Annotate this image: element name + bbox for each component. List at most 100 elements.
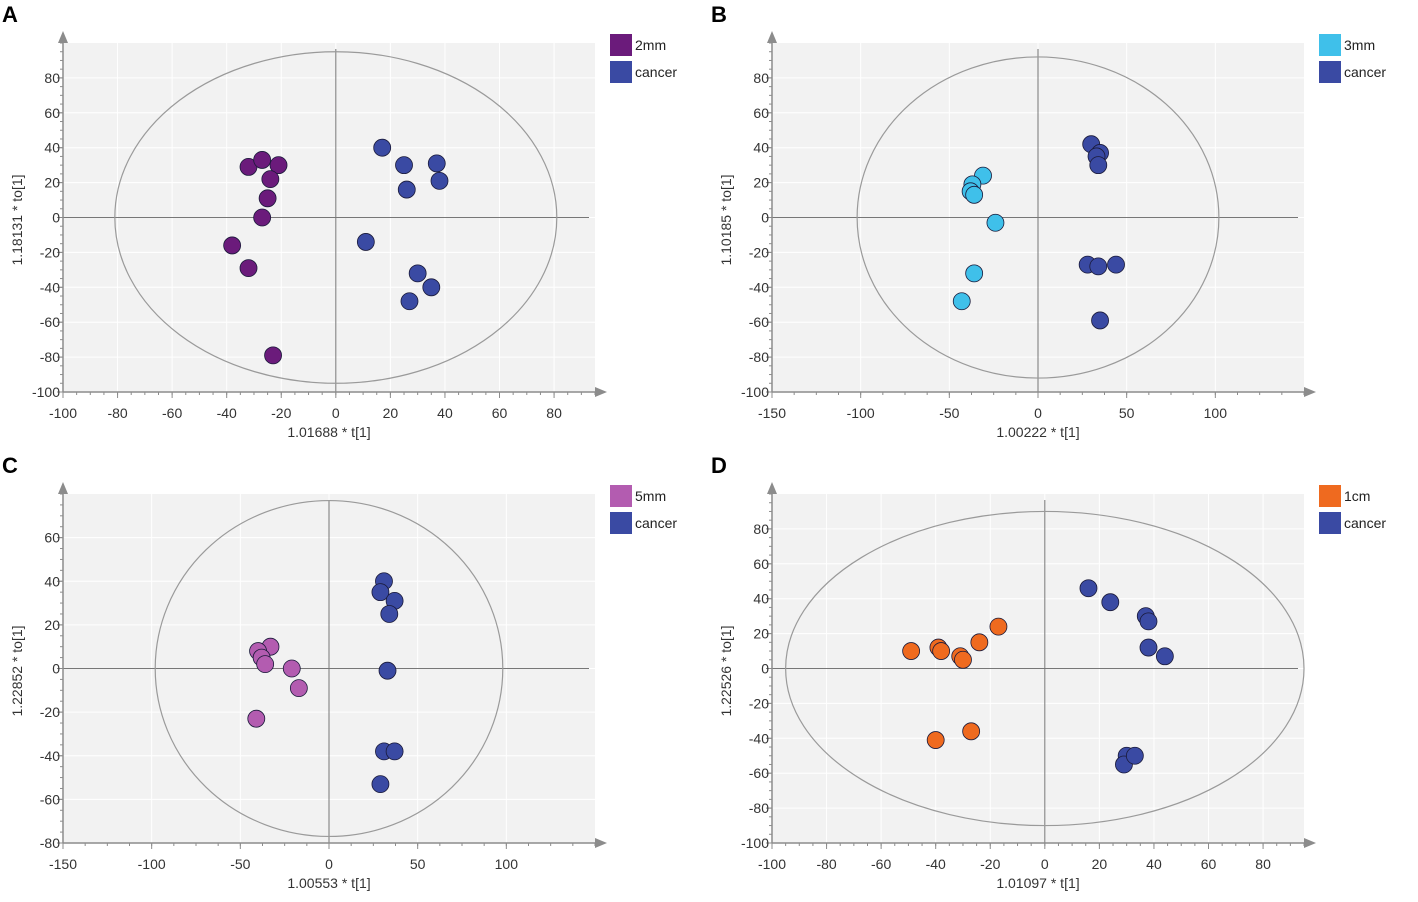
x-tick-label: 50 xyxy=(410,856,426,872)
data-point xyxy=(1091,311,1109,330)
data-point xyxy=(253,151,272,169)
data-point xyxy=(397,180,416,199)
x-tick-label: -40 xyxy=(217,405,237,421)
data-point xyxy=(289,679,308,698)
data-point xyxy=(1101,593,1120,612)
legend: 3mm cancer xyxy=(1319,34,1386,88)
legend-label: cancer xyxy=(635,515,678,531)
legend-item: cancer xyxy=(610,512,677,534)
data-point xyxy=(258,189,277,208)
data-point xyxy=(253,208,272,227)
panel-label: D xyxy=(711,453,727,478)
y-tick-label: 80 xyxy=(753,521,769,537)
y-tick-label: -60 xyxy=(40,791,60,807)
x-tick-label: -60 xyxy=(871,856,891,872)
data-point xyxy=(223,236,242,255)
y-tick-label: 40 xyxy=(44,573,60,589)
data-point xyxy=(239,259,258,278)
x-axis-arrow xyxy=(1304,387,1316,397)
panel-label: C xyxy=(2,453,18,478)
data-point xyxy=(1107,255,1125,274)
y-axis-arrow xyxy=(767,482,777,494)
x-tick-label: -20 xyxy=(980,856,1000,872)
y-axis-label: 1.18131 * to[1] xyxy=(9,174,25,266)
x-tick-label: 100 xyxy=(1204,405,1228,421)
y-tick-label: -40 xyxy=(40,748,60,764)
data-point xyxy=(400,292,419,311)
scatter-plot-a: -100 -80 -60 -40 -20 0 20 40 60 80 -100 -80 -60 -40 -2… xyxy=(32,31,607,421)
x-tick-label: -50 xyxy=(230,856,250,872)
legend-swatch xyxy=(1319,61,1341,83)
y-tick-label: -60 xyxy=(749,765,769,781)
x-tick-label: 60 xyxy=(492,405,508,421)
legend-label: 3mm xyxy=(1344,37,1376,53)
data-point xyxy=(395,156,413,175)
y-tick-label: 40 xyxy=(753,140,769,156)
chart-panel-a: -100 -80 -60 -40 -20 0 20 40 60 80 -100 -80 -60 -40 -2… xyxy=(0,0,709,451)
y-tick-label: 60 xyxy=(44,105,60,121)
y-tick-label: -80 xyxy=(749,349,769,365)
confidence-ellipse xyxy=(114,51,558,384)
scatter-plot-d: -100 -80 -60 -40 -20 0 20 40 60 80 -100 -80 -60 -40 -2… xyxy=(741,482,1316,872)
x-tick-label: -80 xyxy=(816,856,836,872)
data-point xyxy=(926,731,945,749)
x-tick-label: 100 xyxy=(495,856,519,872)
data-point xyxy=(1089,257,1108,276)
y-axis-label: 1.22526 * to[1] xyxy=(718,625,734,717)
y-tick-label: 20 xyxy=(44,175,60,191)
y-tick-label: -40 xyxy=(749,279,769,295)
x-tick-label: 0 xyxy=(325,856,333,872)
chart-panel-b: -150 -100 -50 0 50 100 -100 -80 -60 -40 -20 0 20 40 60… xyxy=(709,0,1418,451)
legend-label: cancer xyxy=(635,64,678,80)
x-tick-label: 60 xyxy=(1201,856,1217,872)
x-tick-label: 50 xyxy=(1119,405,1135,421)
legend-label: 1cm xyxy=(1344,488,1371,504)
x-tick-label: -40 xyxy=(926,856,946,872)
confidence-ellipse xyxy=(154,499,504,838)
legend-label: 2mm xyxy=(635,37,667,53)
y-axis-label: 1.10185 * to[1] xyxy=(718,174,734,266)
series-1cm xyxy=(902,617,1008,749)
y-tick-label: 80 xyxy=(44,70,60,86)
y-tick-label: 40 xyxy=(753,591,769,607)
data-point xyxy=(371,583,390,602)
x-tick-label: 20 xyxy=(383,405,399,421)
y-tick-label: -100 xyxy=(741,384,769,400)
legend-item: 1cm xyxy=(1319,485,1386,507)
y-tick-label: 0 xyxy=(761,661,769,677)
legend: 1cm cancer xyxy=(1319,485,1386,539)
legend-item: 5mm xyxy=(610,485,677,507)
data-point xyxy=(954,650,972,669)
data-point xyxy=(1089,156,1108,175)
data-point xyxy=(256,655,275,674)
scatter-plot-b: -150 -100 -50 0 50 100 -100 -80 -60 -40 -20 0 20 40 60… xyxy=(741,31,1316,421)
data-point xyxy=(932,642,951,660)
y-tick-label: 0 xyxy=(52,661,60,677)
x-axis-arrow xyxy=(595,387,607,397)
x-tick-label: -20 xyxy=(271,405,291,421)
x-tick-label: -150 xyxy=(49,856,77,872)
legend-item: cancer xyxy=(1319,61,1386,83)
data-point xyxy=(965,185,984,204)
x-tick-label: -100 xyxy=(49,405,77,421)
data-point xyxy=(1139,638,1158,657)
legend-label: cancer xyxy=(1344,515,1387,531)
data-point xyxy=(247,709,266,728)
series-3mm xyxy=(952,166,1005,311)
x-tick-label: -100 xyxy=(138,856,166,872)
data-point xyxy=(371,775,390,794)
panel-label: B xyxy=(711,2,727,27)
legend-swatch xyxy=(1319,485,1341,507)
data-point xyxy=(986,213,1005,232)
x-tick-label: 80 xyxy=(1255,856,1271,872)
y-tick-label: -20 xyxy=(40,704,60,720)
data-point xyxy=(427,154,446,173)
confidence-ellipse xyxy=(785,510,1305,827)
chart-panel-d: -100 -80 -60 -40 -20 0 20 40 60 80 -100 -80 -60 -40 -2… xyxy=(709,451,1418,902)
data-point xyxy=(952,292,971,311)
data-point xyxy=(373,138,392,157)
series-2mm xyxy=(223,151,288,365)
y-tick-label: -20 xyxy=(40,244,60,260)
legend-label: cancer xyxy=(1344,64,1387,80)
x-tick-label: 0 xyxy=(332,405,340,421)
